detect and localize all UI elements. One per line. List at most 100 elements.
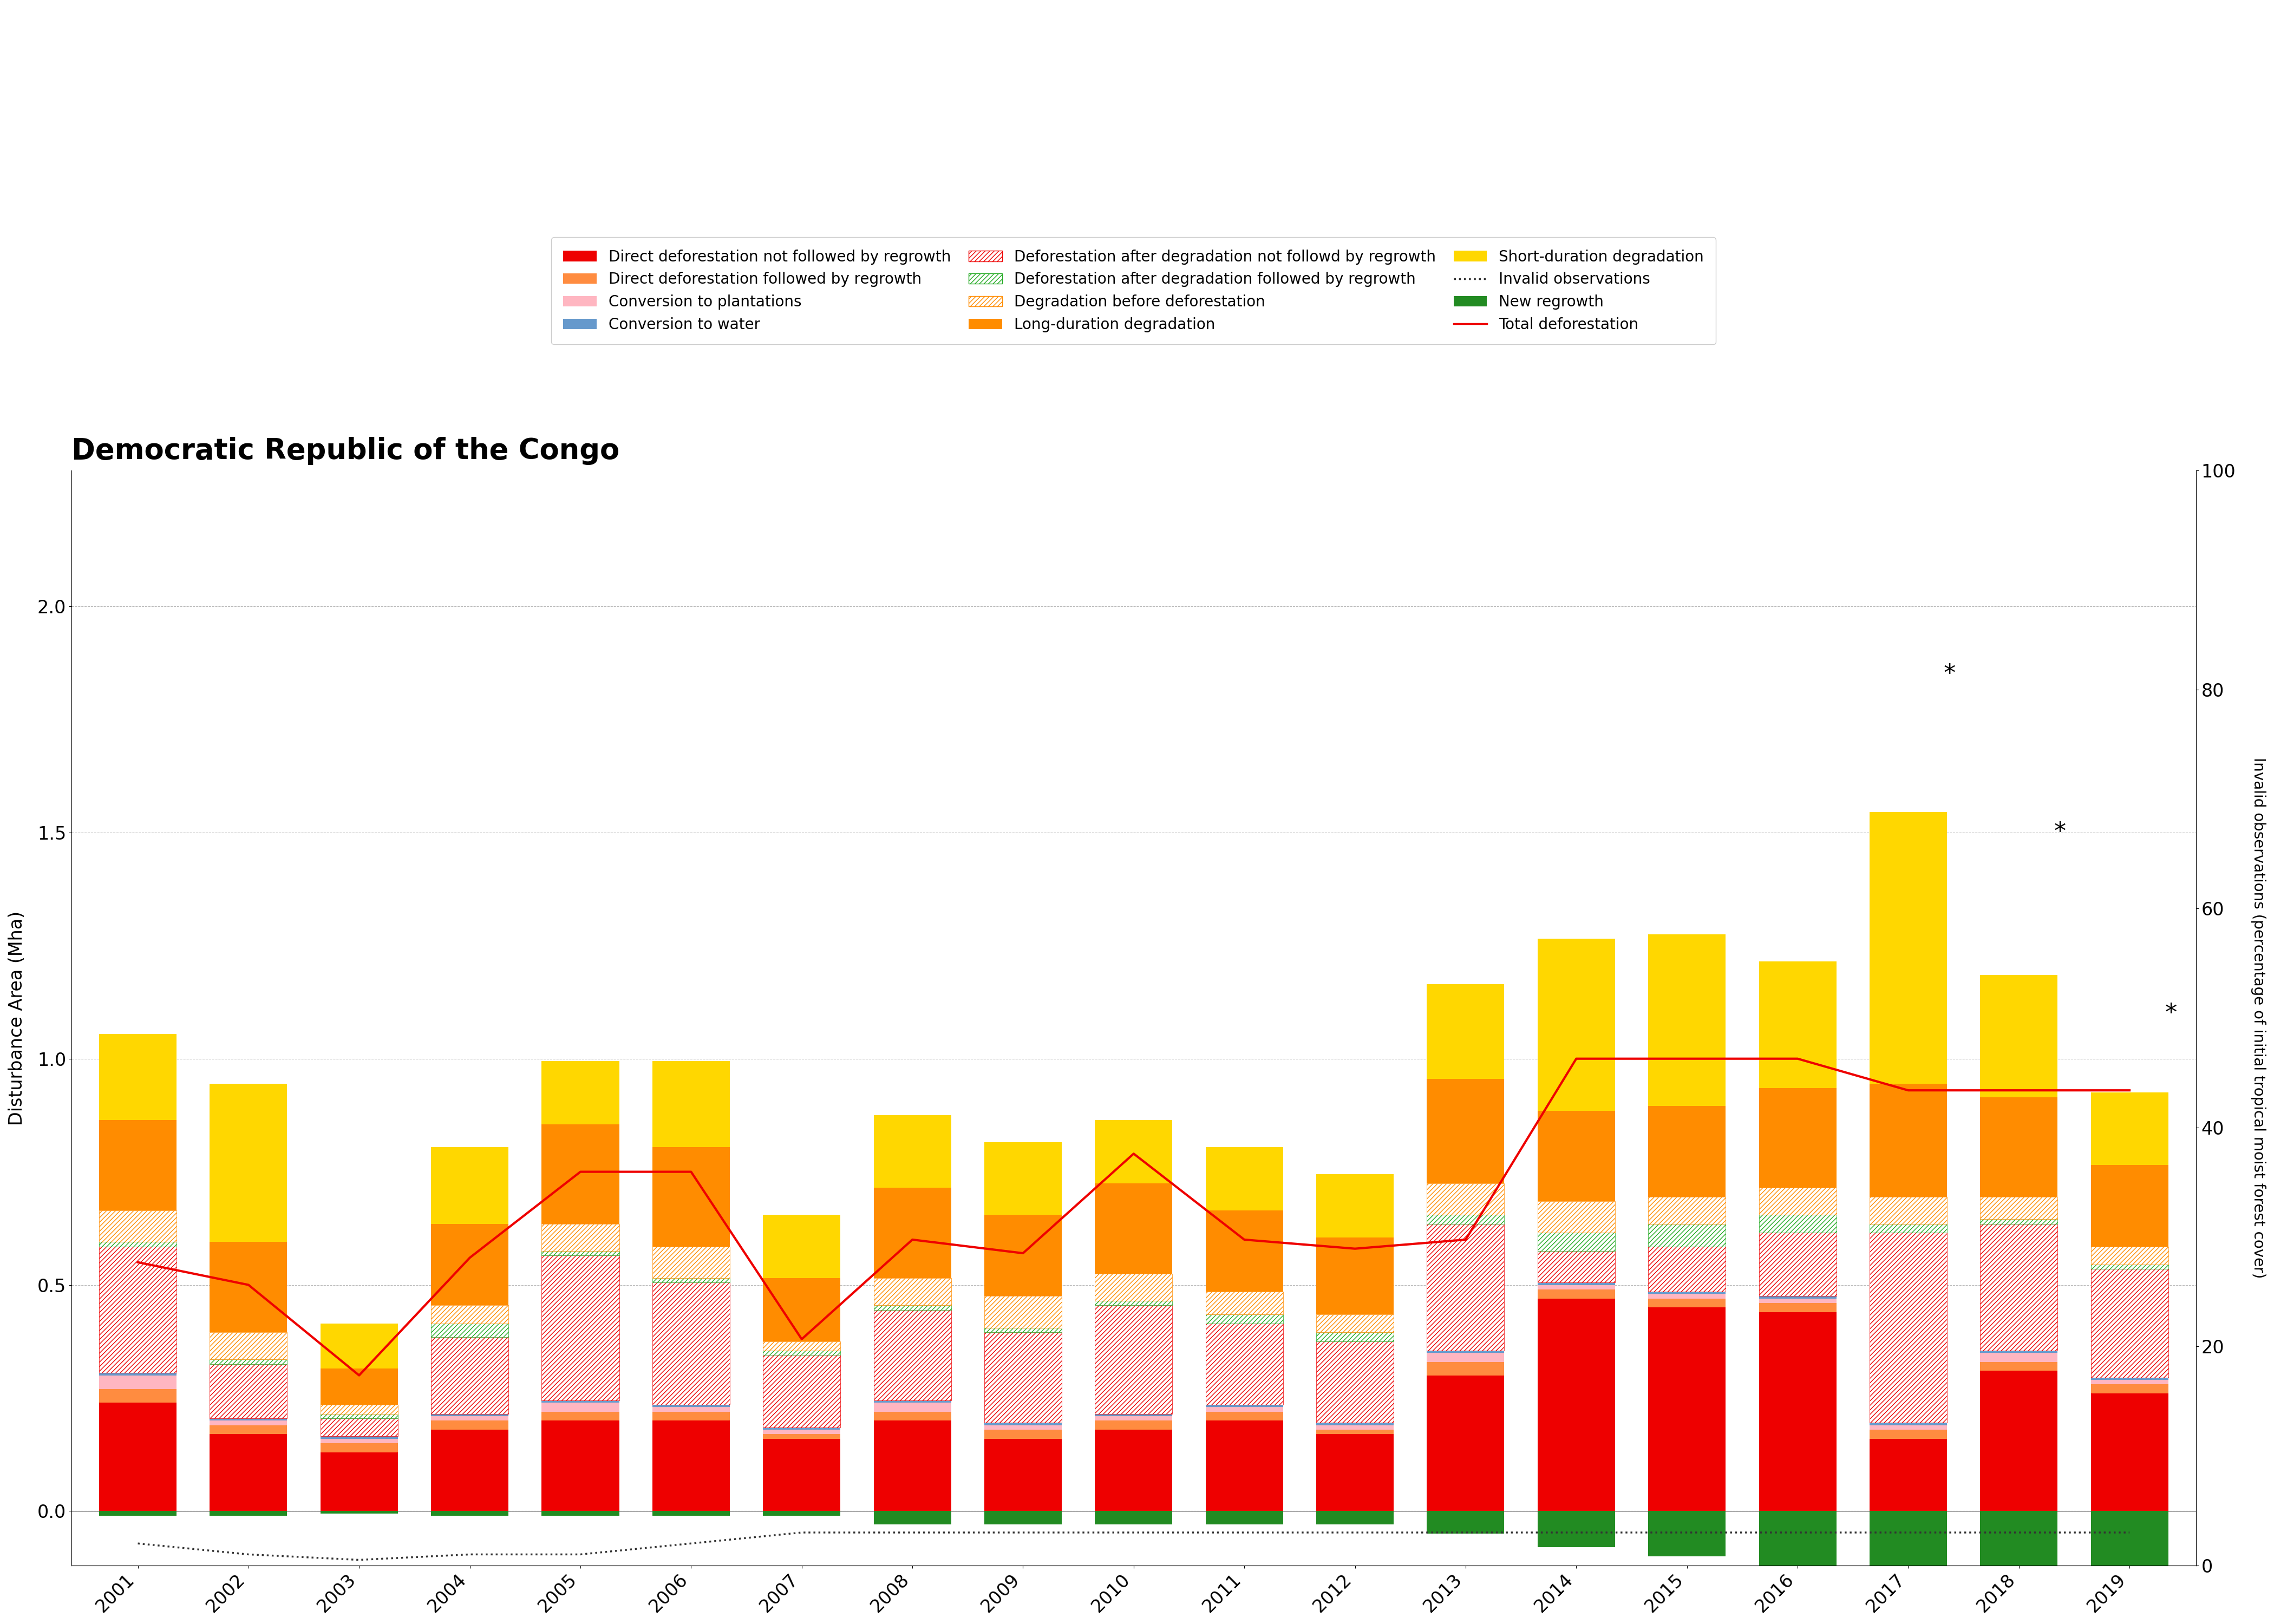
Bar	[1537, 1299, 1615, 1510]
Bar	[1426, 1510, 1505, 1533]
Bar	[985, 1215, 1062, 1296]
Bar	[2090, 1393, 2167, 1510]
Bar	[1426, 1351, 1505, 1353]
Bar	[321, 1324, 398, 1369]
Bar	[764, 1354, 841, 1427]
Bar	[541, 1250, 619, 1255]
Bar	[1869, 1426, 1947, 1429]
Bar	[1096, 1421, 1173, 1429]
Bar	[432, 1147, 509, 1224]
Bar	[985, 1439, 1062, 1510]
Bar	[1758, 1299, 1837, 1302]
Bar	[985, 1510, 1062, 1525]
Bar	[541, 1255, 619, 1400]
Bar	[985, 1328, 1062, 1332]
Bar	[1096, 1273, 1173, 1301]
Bar	[1096, 1121, 1173, 1184]
Bar	[653, 1060, 730, 1147]
Bar	[2090, 1510, 2167, 1574]
Bar	[1869, 1429, 1947, 1439]
Bar	[2090, 1247, 2167, 1265]
Bar	[1205, 1411, 1283, 1421]
Bar	[321, 1439, 398, 1444]
Bar	[653, 1406, 730, 1411]
Bar	[1537, 1250, 1615, 1283]
Bar	[764, 1278, 841, 1341]
Bar	[1096, 1306, 1173, 1415]
Bar	[1205, 1510, 1283, 1525]
Bar	[2090, 1093, 2167, 1164]
Bar	[209, 1434, 287, 1510]
Bar	[653, 1247, 730, 1278]
Bar	[2090, 1268, 2167, 1377]
Bar	[1649, 1294, 1726, 1299]
Bar	[1758, 1296, 1837, 1299]
Bar	[1317, 1332, 1394, 1341]
Bar	[1426, 1363, 1505, 1376]
Bar	[764, 1510, 841, 1515]
Bar	[541, 1421, 619, 1510]
Bar	[1649, 1299, 1726, 1307]
Bar	[432, 1306, 509, 1324]
Bar	[209, 1426, 287, 1434]
Bar	[209, 1364, 287, 1418]
Bar	[1981, 1220, 2058, 1224]
Bar	[653, 1278, 730, 1283]
Bar	[541, 1060, 619, 1124]
Bar	[1426, 1376, 1505, 1510]
Bar	[1426, 1184, 1505, 1215]
Bar	[209, 1421, 287, 1426]
Bar	[432, 1429, 509, 1510]
Bar	[873, 1510, 951, 1525]
Bar	[321, 1415, 398, 1418]
Bar	[873, 1116, 951, 1187]
Bar	[1096, 1429, 1173, 1510]
Bar	[541, 1411, 619, 1421]
Bar	[2090, 1164, 2167, 1247]
Bar	[100, 1372, 177, 1376]
Bar	[1649, 1224, 1726, 1247]
Bar	[1537, 1283, 1615, 1285]
Bar	[653, 1283, 730, 1405]
Bar	[764, 1434, 841, 1439]
Bar	[1317, 1174, 1394, 1237]
Bar	[100, 1247, 177, 1372]
Bar	[873, 1187, 951, 1278]
Bar	[432, 1421, 509, 1429]
Bar	[1426, 1078, 1505, 1184]
Bar	[100, 1034, 177, 1121]
Bar	[100, 1121, 177, 1210]
Bar	[764, 1341, 841, 1351]
Bar	[985, 1426, 1062, 1429]
Bar	[873, 1278, 951, 1306]
Bar	[1537, 1111, 1615, 1202]
Bar	[100, 1403, 177, 1510]
Bar	[541, 1400, 619, 1403]
Bar	[100, 1389, 177, 1403]
Bar	[1758, 1302, 1837, 1312]
Bar	[1537, 939, 1615, 1111]
Bar	[321, 1369, 398, 1405]
Bar	[541, 1403, 619, 1411]
Y-axis label: Invalid observations (percentage of initial tropical moist forest cover): Invalid observations (percentage of init…	[2251, 757, 2265, 1278]
Bar	[321, 1510, 398, 1514]
Bar	[2090, 1265, 2167, 1268]
Bar	[1096, 1184, 1173, 1273]
Bar	[541, 1510, 619, 1515]
Bar	[1537, 1202, 1615, 1233]
Bar	[1649, 934, 1726, 1106]
Bar	[653, 1147, 730, 1247]
Text: Democratic Republic of the Congo: Democratic Republic of the Congo	[70, 437, 619, 464]
Bar	[432, 1415, 509, 1416]
Bar	[432, 1510, 509, 1515]
Bar	[1758, 1187, 1837, 1215]
Bar	[1869, 1439, 1947, 1510]
Bar	[1981, 1224, 2058, 1351]
Bar	[1869, 1423, 1947, 1426]
Bar	[1426, 1353, 1505, 1363]
Bar	[764, 1427, 841, 1429]
Bar	[2090, 1384, 2167, 1393]
Bar	[1649, 1510, 1726, 1556]
Bar	[1649, 1291, 1726, 1294]
Bar	[1981, 1510, 2058, 1624]
